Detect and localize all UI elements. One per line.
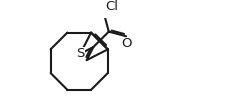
Text: O: O: [121, 37, 131, 50]
Text: Cl: Cl: [105, 0, 118, 13]
Text: S: S: [76, 47, 85, 60]
